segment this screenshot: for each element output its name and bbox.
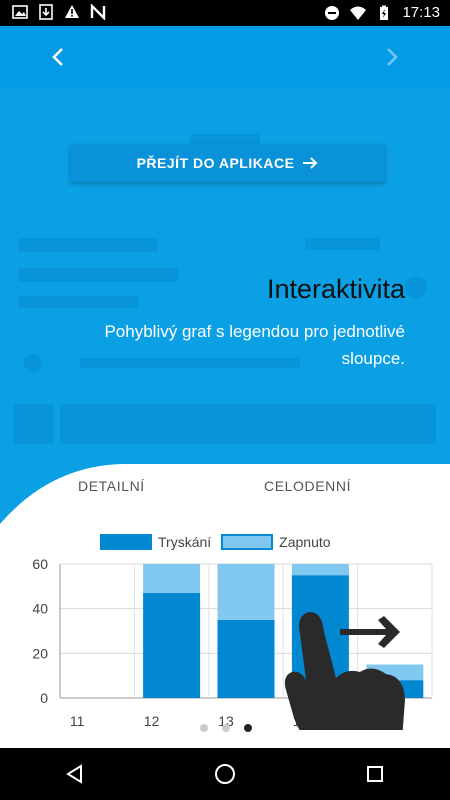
go-to-app-button[interactable]: PŘEJÍT DO APLIKACE [70, 144, 385, 182]
onboarding-content: PŘEJÍT DO APLIKACE Interaktivita Pohybli… [0, 88, 450, 748]
y-tick-label: 40 [32, 601, 48, 617]
go-to-app-label: PŘEJÍT DO APLIKACE [136, 155, 295, 171]
background-block [24, 354, 42, 372]
image-icon [12, 5, 28, 19]
legend-label-tryskani: Tryskání [158, 534, 212, 550]
onboarding-description: Pohyblivý graf s legendou pro jednotlivé… [104, 322, 405, 368]
background-block [305, 238, 380, 250]
stacked-bar-chart[interactable]: 02040601112131415 [0, 550, 450, 730]
background-block [18, 296, 138, 308]
arrow-right-icon [340, 616, 400, 648]
wifi-icon [350, 6, 367, 20]
bar-zapnuto [143, 564, 201, 594]
onboarding-title: Interaktivita [266, 274, 405, 304]
bar-tryskani [143, 593, 201, 698]
swipe-hand-icon [284, 612, 405, 730]
tab-daily[interactable]: CELODENNÍ [264, 478, 352, 494]
n-icon [90, 4, 106, 20]
legend-swatch-tryskani [100, 534, 152, 550]
back-button[interactable] [55, 754, 95, 794]
legend-label-zapnuto: Zapnuto [279, 534, 331, 550]
page-dot [200, 724, 208, 732]
background-block [405, 276, 427, 298]
do-not-disturb-icon [325, 6, 340, 20]
y-tick-label: 0 [40, 690, 48, 706]
next-page-button[interactable] [376, 41, 408, 73]
background-block [60, 404, 436, 444]
recents-square-icon [367, 766, 383, 782]
page-indicator [200, 724, 252, 732]
legend-swatch-zapnuto [221, 534, 274, 550]
previous-page-button[interactable] [42, 41, 74, 73]
download-icon [39, 4, 53, 20]
back-triangle-icon [66, 764, 82, 784]
x-tick-label: 12 [144, 713, 160, 729]
arrow-right-icon [303, 157, 318, 169]
battery-charging-icon [380, 5, 389, 20]
x-tick-label: 11 [70, 713, 85, 729]
y-tick-label: 60 [32, 556, 48, 572]
background-block [18, 238, 158, 252]
onboarding-toolbar [0, 26, 450, 88]
background-block [80, 358, 300, 368]
home-button[interactable] [205, 754, 245, 794]
home-circle-icon [215, 764, 235, 784]
chart-legend[interactable]: Tryskání Zapnuto [100, 534, 331, 550]
y-tick-label: 20 [32, 645, 48, 661]
bar-zapnuto [291, 564, 349, 576]
page-dot [244, 724, 252, 732]
warning-icon [65, 5, 79, 18]
preview-card: DETAILNÍ CELODENNÍ Tryskání Zapnuto 0 20 4… [0, 466, 450, 748]
chevron-left-icon [52, 48, 63, 66]
background-block [14, 404, 54, 444]
page-dot [222, 724, 230, 732]
bar-zapnuto [217, 564, 275, 620]
background-block [190, 134, 260, 144]
background-block [18, 268, 178, 282]
status-bar: 17:13 [0, 0, 450, 26]
status-time: 17:13 [402, 4, 440, 21]
chevron-right-icon [387, 48, 398, 66]
recents-button[interactable] [355, 754, 395, 794]
hand-shape [284, 612, 405, 730]
navigation-bar [0, 748, 450, 800]
bar-tryskani [217, 619, 275, 698]
tab-detail[interactable]: DETAILNÍ [78, 478, 145, 494]
